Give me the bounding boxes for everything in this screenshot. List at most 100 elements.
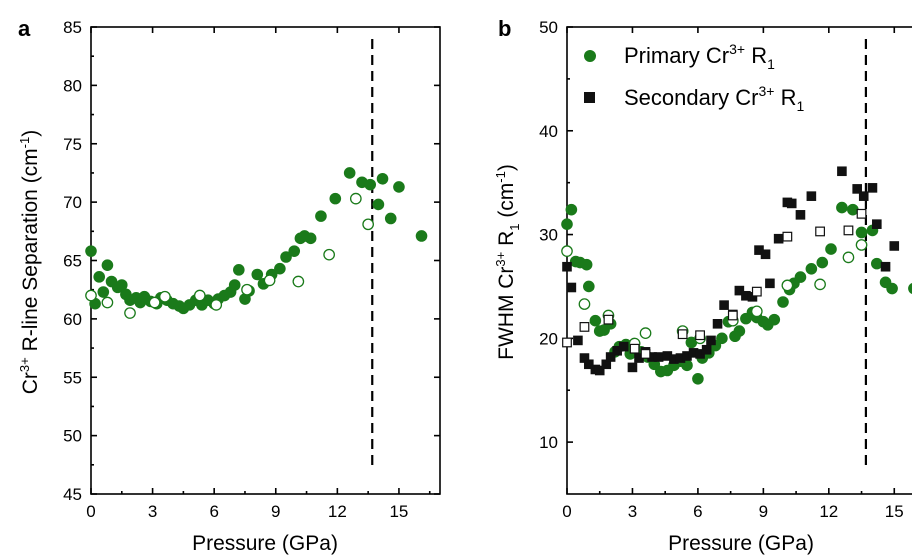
data-point-open	[561, 245, 573, 258]
data-point	[908, 283, 912, 294]
data-point-square	[747, 292, 758, 302]
x-tick-label: 15	[389, 502, 408, 521]
data-point-square	[653, 352, 664, 362]
data-point	[315, 210, 327, 222]
x-tick-label: 3	[148, 502, 157, 521]
data-point-open-square	[856, 208, 867, 219]
y-tick-label: 50	[63, 427, 82, 446]
data-point	[364, 178, 377, 191]
y-tick-label: 50	[539, 18, 558, 37]
data-point-square	[579, 353, 590, 363]
data-point-square	[618, 341, 629, 352]
y-tick-label: 20	[539, 329, 558, 348]
data-point	[372, 198, 385, 211]
x-tick-label: 0	[86, 502, 95, 521]
data-point-open	[639, 327, 652, 339]
data-point-open	[781, 279, 794, 292]
y-tick-label: 40	[539, 122, 558, 141]
data-point-square	[795, 210, 806, 220]
data-point-square	[806, 191, 817, 201]
data-point	[415, 230, 428, 242]
panel-b-frame	[566, 26, 912, 495]
data-point	[768, 313, 781, 326]
data-point	[825, 243, 837, 255]
data-point-open-square	[727, 310, 738, 321]
data-point-open	[85, 289, 97, 302]
y-tick-label: 10	[539, 433, 558, 452]
data-point-open-square	[677, 329, 688, 340]
y-tick-label: 65	[63, 252, 82, 271]
data-point	[733, 325, 746, 337]
data-point-open-square	[815, 226, 825, 237]
data-point	[816, 256, 829, 269]
data-point	[274, 262, 286, 275]
data-point	[233, 264, 245, 276]
data-point-square	[634, 353, 644, 363]
data-point-square	[601, 359, 612, 370]
y-tick-label: 45	[63, 485, 82, 504]
panel-b: b 0 3 6 9 12 15 10 20 30 40 50 Pressure (GPa) FWHM…	[493, 16, 912, 555]
data-point	[251, 268, 264, 281]
panel-a-xlabel: Pressure (GPa)	[192, 532, 338, 555]
data-point-open	[210, 299, 223, 311]
data-point-square	[858, 191, 869, 201]
data-point-open-square	[562, 337, 572, 348]
data-point	[85, 245, 97, 257]
data-point-open	[349, 192, 362, 205]
panel-a: a 0 3 6 9 12 15 45 50 55 60 65 70 75 80 85 Pressure (G…	[17, 16, 441, 555]
data-point-square	[852, 184, 862, 194]
data-point	[836, 201, 848, 214]
data-point	[280, 251, 292, 263]
data-point	[393, 181, 405, 193]
data-point-open	[855, 239, 868, 251]
data-point	[692, 373, 704, 385]
data-point-square	[675, 353, 686, 363]
data-point	[329, 192, 342, 205]
data-point	[805, 263, 818, 275]
data-point	[565, 203, 578, 216]
data-point-square	[754, 245, 764, 255]
y-tick-label: 55	[63, 368, 82, 387]
data-point	[580, 258, 593, 271]
legend-label-secondary: Secondary Cr3+ R1	[624, 83, 804, 114]
data-point-square	[712, 319, 723, 329]
data-point-open-square	[695, 330, 705, 341]
data-point	[561, 218, 573, 230]
data-point-open	[148, 296, 161, 309]
data-point	[847, 203, 859, 216]
data-point-open	[124, 307, 136, 319]
data-point	[115, 279, 128, 291]
data-point-open-square	[579, 322, 590, 332]
data-point-square	[669, 354, 679, 364]
data-point	[685, 336, 698, 349]
y-tick-label: 80	[63, 76, 82, 95]
x-tick-label: 12	[819, 502, 838, 521]
data-point-square	[584, 359, 594, 370]
data-point	[777, 296, 789, 308]
panel-a-ticks: 0 3 6 9 12 15 45 50 55 60 65 70 75 80 85	[63, 18, 440, 521]
y-tick-label: 70	[63, 193, 82, 212]
data-point-square	[701, 344, 712, 355]
data-point	[93, 271, 106, 283]
panel-a-points	[85, 167, 428, 319]
data-point-square	[867, 183, 878, 193]
data-point	[794, 271, 807, 283]
data-point-open-square	[751, 286, 762, 297]
data-point-square	[773, 233, 784, 244]
panel-b-xlabel: Pressure (GPa)	[668, 532, 814, 555]
x-tick-label: 6	[209, 502, 218, 521]
data-point-open	[814, 278, 826, 291]
x-tick-label: 9	[271, 502, 280, 521]
data-point-square	[786, 198, 797, 209]
panel-b-letter: b	[498, 16, 511, 41]
x-tick-label: 9	[759, 502, 768, 521]
data-point	[716, 332, 728, 345]
data-point-open	[193, 289, 206, 302]
data-point	[886, 282, 898, 295]
data-point-open-square	[603, 314, 614, 325]
data-point-open	[842, 251, 855, 264]
data-point-square	[605, 352, 616, 362]
data-point-open	[241, 283, 253, 296]
data-point-square	[734, 285, 745, 296]
